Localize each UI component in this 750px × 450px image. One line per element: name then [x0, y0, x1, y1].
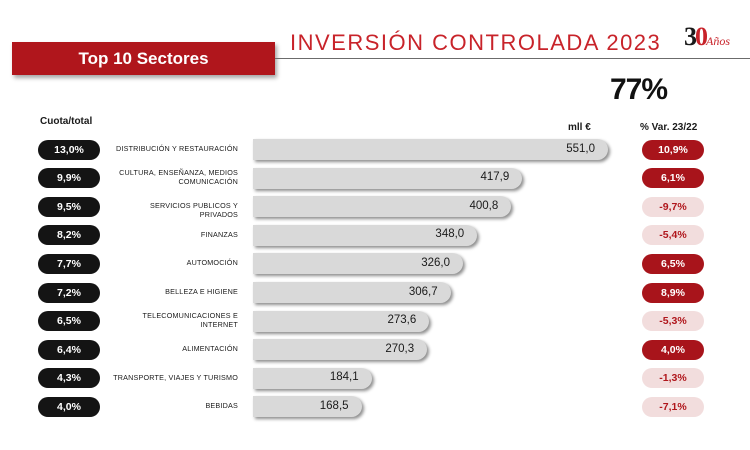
- category-label-line: FINANZAS: [200, 229, 238, 239]
- category-label: DISTRIBUCIÓN Y RESTAURACIÓN: [112, 144, 238, 153]
- category-label-line: CULTURA, ENSEÑANZA, MEDIOS: [119, 168, 238, 178]
- variation-pill: 10,9%: [642, 139, 704, 160]
- category-label-line: DISTRIBUCIÓN Y RESTAURACIÓN: [115, 144, 238, 153]
- share-column-header: Cuota/total: [40, 116, 93, 127]
- variation-pill: -7,1%: [642, 396, 704, 417]
- share-pill: 8,2%: [38, 225, 100, 246]
- category-label: BEBIDAS: [112, 401, 238, 410]
- anniversary-logo: 30 Años: [684, 22, 744, 56]
- share-pill: 4,0%: [38, 396, 100, 417]
- category-label: ALIMENTACIÓN: [112, 344, 238, 353]
- value-bar: [253, 339, 428, 361]
- value-bar: [253, 139, 608, 160]
- value-label: 400,8: [469, 199, 499, 212]
- category-label-line: TRANSPORTE, VIAJES Y TURISMO: [113, 372, 238, 382]
- share-pill: 6,5%: [38, 311, 100, 332]
- category-label: TRANSPORTE, VIAJES Y TURISMO: [112, 373, 238, 382]
- category-label-line: COMUNICACIÓN: [178, 177, 238, 187]
- category-label: BELLEZA E HIGIENE: [112, 287, 238, 296]
- value-label: 306,7: [408, 285, 438, 298]
- variation-pill: 8,9%: [642, 282, 704, 303]
- category-label: TELECOMUNICACIONES E INTERNET: [112, 311, 238, 329]
- value-label: 168,5: [319, 399, 349, 412]
- value-label: 551,0: [566, 142, 595, 155]
- category-label: AUTOMOCIÓN: [112, 258, 238, 267]
- chart-title-banner: Top 10 Sectores: [12, 42, 275, 75]
- share-pill: 7,7%: [38, 253, 100, 274]
- category-label-line: TELECOMUNICACIONES E: [142, 311, 238, 321]
- variation-pill: -1,3%: [642, 368, 704, 389]
- value-label: 417,9: [480, 171, 510, 184]
- variation-pill: -5,4%: [642, 225, 704, 246]
- value-label: 273,6: [387, 314, 417, 327]
- share-pill: 6,4%: [38, 339, 100, 360]
- value-bar: [253, 167, 523, 189]
- value-bar: [253, 224, 478, 246]
- variation-pill: 6,1%: [642, 168, 704, 189]
- value-bar: [253, 282, 451, 303]
- category-label-line: ALIMENTACIÓN: [182, 344, 238, 354]
- share-pill: 9,5%: [38, 196, 100, 217]
- value-bar: [253, 367, 372, 389]
- value-bar: [253, 396, 362, 418]
- category-label-line: SERVICIOS PUBLICOS Y PRIVADOS: [149, 201, 238, 220]
- value-label: 326,0: [421, 256, 451, 269]
- value-label: 184,1: [329, 371, 359, 384]
- variation-pill: -9,7%: [642, 196, 704, 217]
- logo-digit-zero: 0: [695, 22, 708, 51]
- value-bar: [253, 196, 512, 218]
- header-divider: [275, 58, 750, 59]
- top10-share-total: 77%: [610, 73, 668, 106]
- share-pill: 7,2%: [38, 282, 100, 303]
- value-label: 348,0: [435, 228, 465, 241]
- share-pill: 13,0%: [38, 139, 100, 160]
- category-label-line: BEBIDAS: [205, 401, 238, 411]
- variation-pill: -5,3%: [642, 311, 704, 332]
- value-column-header: mll €: [568, 122, 591, 133]
- value-label: 270,3: [385, 342, 415, 355]
- category-label-line: BELLEZA E HIGIENE: [165, 287, 238, 296]
- category-label-line: INTERNET: [200, 320, 238, 330]
- category-label: SERVICIOS PUBLICOS Y PRIVADOS: [112, 201, 238, 219]
- logo-digit-three: 3: [684, 22, 697, 51]
- value-bar: [253, 253, 464, 275]
- category-label: CULTURA, ENSEÑANZA, MEDIOS COMUNICACIÓN: [112, 168, 238, 186]
- category-label-line: AUTOMOCIÓN: [186, 258, 238, 268]
- share-pill: 9,9%: [38, 168, 100, 189]
- variation-pill: 6,5%: [642, 253, 704, 274]
- logo-text: Años: [706, 34, 730, 48]
- page-title: INVERSIÓN CONTROLADA 2023: [290, 30, 662, 55]
- value-bar: [253, 310, 430, 332]
- category-label: FINANZAS: [112, 230, 238, 239]
- variation-pill: 4,0%: [642, 339, 704, 360]
- share-pill: 4,3%: [38, 368, 100, 389]
- variation-column-header: % Var. 23/22: [640, 122, 698, 133]
